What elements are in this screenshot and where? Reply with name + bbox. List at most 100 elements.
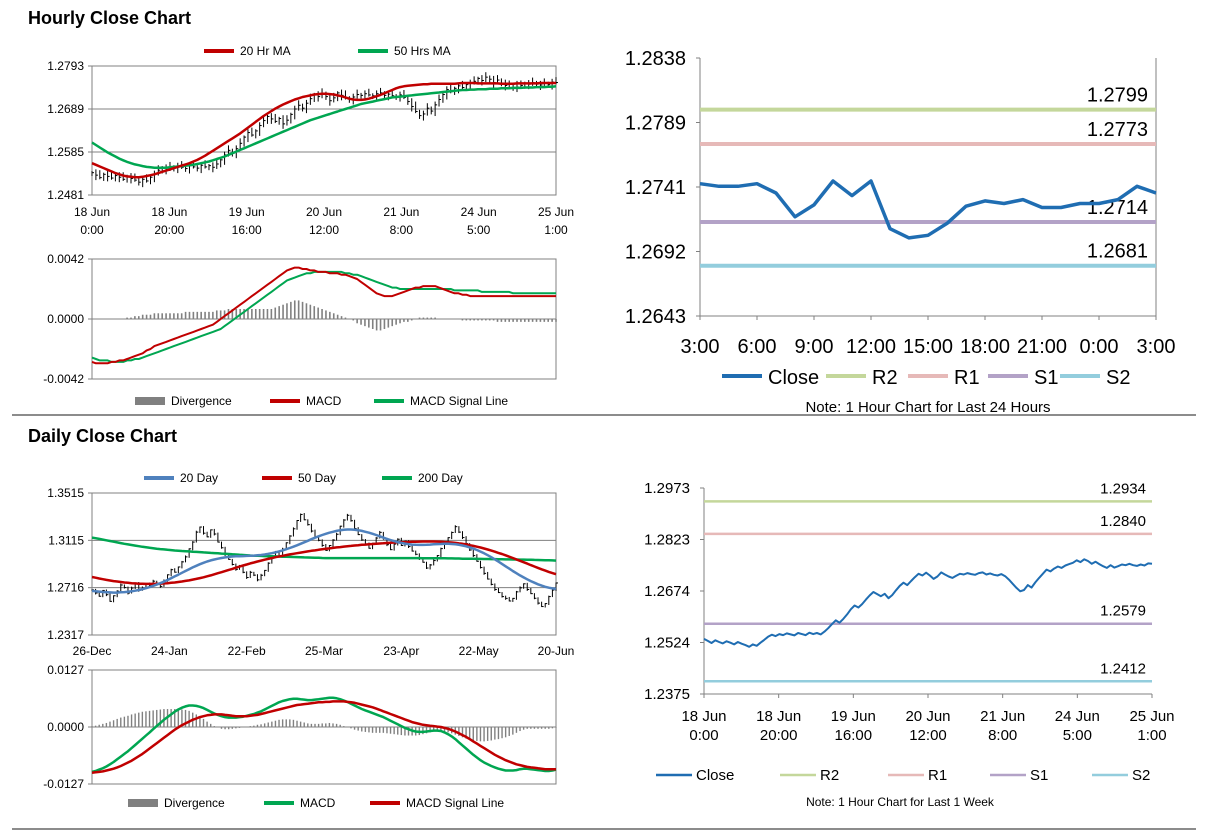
hourly24-y-tick-label: 1.2741 (625, 177, 686, 199)
hourly-section-title: Hourly Close Chart (28, 8, 192, 28)
hourly24-x-tick-label: 12:00 (846, 336, 896, 358)
daily-legend-macd: MACD (300, 796, 336, 810)
week-y-tick-label: 1.2973 (644, 480, 690, 497)
hourly-macd-y-tick-label: 0.0000 (47, 312, 84, 326)
daily-price-x-tick-label: 26-Dec (73, 644, 112, 658)
hourly-price-x-tick-label: 1:00 (544, 223, 568, 237)
week-y-tick-label: 1.2375 (644, 686, 690, 703)
hourly-price-x-tick-label: 18 Jun (74, 205, 110, 219)
hourly24-x-tick-label: 9:00 (795, 336, 834, 358)
hourly-price-x-tick-label: 8:00 (390, 223, 414, 237)
week-x-tick-label: 18 Jun (681, 708, 726, 725)
daily-macd-y-tick-label: 0.0000 (47, 720, 84, 734)
hourly-price-y-tick-label: 1.2689 (47, 102, 84, 116)
hourly-20hr-ma-line (91, 81, 556, 179)
hourly-price-x-tick-label: 21 Jun (383, 205, 419, 219)
hourly24-y-tick-label: 1.2692 (625, 242, 686, 264)
hourly24-legend-close: Close (768, 367, 819, 389)
week-y-tick-label: 1.2823 (644, 532, 690, 549)
hourly24-x-tick-label: 15:00 (903, 336, 953, 358)
daily-macd-y-tick-label: -0.0127 (43, 777, 84, 791)
hourly-price-x-tick-label: 19 Jun (229, 205, 265, 219)
week-x-tick-label: 20:00 (760, 727, 798, 744)
hourly24-note: Note: 1 Hour Chart for Last 24 Hours (805, 399, 1050, 416)
daily-legend-200day: 200 Day (418, 471, 463, 485)
week-x-tick-label: 1:00 (1137, 727, 1166, 744)
hourly24-x-tick-label: 3:00 (1137, 336, 1176, 358)
daily-macd-y-tick-label: 0.0127 (47, 663, 84, 677)
daily-price-y-tick-label: 1.3115 (48, 533, 84, 547)
hourly-price-x-tick-label: 20:00 (154, 223, 184, 237)
hourly-price-x-tick-label: 5:00 (467, 223, 491, 237)
hourly24-r2-level-label: 1.2799 (1087, 85, 1148, 107)
week-note: Note: 1 Hour Chart for Last 1 Week (806, 795, 995, 809)
hourly-price-x-tick-label: 20 Jun (306, 205, 342, 219)
daily-50day-line (91, 540, 557, 586)
hourly-macd-line (91, 266, 556, 365)
hourly24-legend-r2: R2 (872, 367, 898, 389)
hourly24-legend-r1: R1 (954, 367, 980, 389)
hourly24-legend-s2: S2 (1106, 367, 1130, 389)
hourly-price-x-tick-label: 0:00 (80, 223, 104, 237)
hourly-price-x-tick-label: 18 Jun (151, 205, 187, 219)
hourly24-y-tick-label: 1.2789 (625, 113, 686, 135)
hourly-macd-y-tick-label: -0.0042 (43, 372, 84, 386)
week-x-tick-label: 16:00 (835, 727, 873, 744)
daily-price-x-tick-label: 20-Jun (538, 644, 575, 658)
hourly24-close-line (699, 179, 1157, 240)
week-r1-level-label: 1.2840 (1100, 513, 1146, 530)
week-x-tick-label: 25 Jun (1129, 708, 1174, 725)
hourly24-x-tick-label: 3:00 (681, 336, 720, 358)
hourly24-x-tick-label: 18:00 (960, 336, 1010, 358)
bottom-divider (12, 828, 1196, 830)
hourly24-x-tick-label: 6:00 (738, 336, 777, 358)
week-close-line (703, 558, 1153, 648)
daily-200day-line (91, 536, 557, 562)
daily-price-plot-area (91, 492, 557, 636)
hourly-legend-divergence: Divergence (171, 394, 232, 408)
daily-legend-divergence: Divergence (164, 796, 225, 810)
daily-20day-line (91, 528, 557, 594)
hourly-price-x-tick-label: 24 Jun (461, 205, 497, 219)
daily-price-x-tick-label: 23-Apr (383, 644, 419, 658)
week-x-tick-label: 21 Jun (980, 708, 1025, 725)
hourly-price-x-tick-label: 25 Jun (538, 205, 574, 219)
week-x-tick-label: 0:00 (689, 727, 718, 744)
week-legend-r1: R1 (928, 767, 947, 784)
daily-price-x-tick-label: 22-May (459, 644, 499, 658)
hourly-50hr-ma-line (91, 85, 557, 169)
week-legend-r2: R2 (820, 767, 839, 784)
week-x-tick-label: 20 Jun (905, 708, 950, 725)
week-legend-close: Close (696, 767, 734, 784)
week-s1-level-label: 1.2579 (1100, 603, 1146, 620)
hourly24-x-tick-label: 21:00 (1017, 336, 1067, 358)
daily-price-y-tick-label: 1.2716 (47, 581, 84, 595)
week-x-tick-label: 12:00 (909, 727, 947, 744)
hourly-legend-20hr-ma: 20 Hr MA (240, 44, 291, 58)
hourly-price-plot-area (91, 65, 557, 196)
daily-price-y-tick-label: 1.2317 (47, 628, 84, 642)
daily-macd-signal-line (91, 700, 556, 775)
hourly-legend-50hr-ma: 50 Hrs MA (394, 44, 451, 58)
daily-price-y-tick-label: 1.3515 (47, 486, 84, 500)
week-x-tick-label: 18 Jun (756, 708, 801, 725)
week-x-tick-label: 24 Jun (1055, 708, 1100, 725)
hourly-price-y-tick-label: 1.2585 (47, 145, 84, 159)
week-y-tick-label: 1.2674 (644, 583, 690, 600)
daily-legend-20day: 20 Day (180, 471, 218, 485)
daily-legend-50day: 50 Day (298, 471, 336, 485)
week-y-tick-label: 1.2524 (644, 635, 690, 652)
week-r2-level-label: 1.2934 (1100, 480, 1146, 497)
hourly-legend-divergence-swatch (135, 397, 165, 405)
hourly-price-y-tick-label: 1.2793 (47, 59, 84, 73)
hourly-price-x-tick-label: 12:00 (309, 223, 339, 237)
section-divider (12, 414, 1196, 416)
hourly24-x-tick-label: 0:00 (1080, 336, 1119, 358)
hourly24-s2-level-label: 1.2681 (1087, 241, 1148, 263)
hourly-macd-y-tick-label: 0.0042 (47, 252, 84, 266)
hourly-price-y-tick-label: 1.2481 (47, 188, 84, 202)
week-s2-level-label: 1.2412 (1100, 660, 1146, 677)
daily-legend-macd-signal: MACD Signal Line (406, 796, 504, 810)
hourly24-y-tick-label: 1.2643 (625, 306, 686, 328)
